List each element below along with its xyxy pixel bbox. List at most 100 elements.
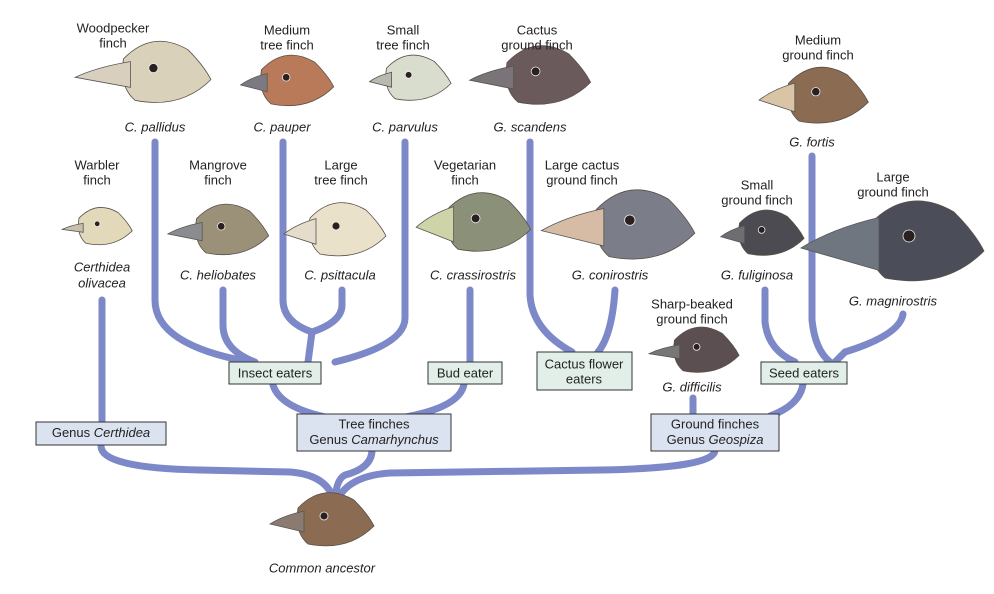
group-box [760,361,848,385]
bird-head [385,54,452,101]
bird-beak [73,61,131,88]
common-name: ground finch [782,47,854,62]
finch-bird [758,66,869,124]
species-name: G. fuliginosa [721,267,793,282]
genus-label: Genus Geospiza [667,432,764,447]
group-box [228,361,322,385]
bird-beak [540,208,605,247]
common-name: Large [324,157,357,172]
genus-prefix: Genus [52,425,91,440]
species-name: C. parvulus [372,119,438,134]
genus-box [35,421,167,446]
finch-bird [647,326,740,373]
bird-eye [530,66,541,77]
bird-beak [60,222,84,233]
species-name: G. magnirostris [849,293,938,308]
common-name: Small [741,177,774,192]
group-label: Seed eaters [769,365,840,380]
species-name: G. fortis [789,134,835,149]
species-name: C. psittacula [304,267,376,282]
species-name: G. conirostris [572,267,649,282]
bird-head [594,189,696,260]
bird-beak [368,71,392,88]
genus-prefix: Genus [667,432,706,447]
group-box [427,361,503,385]
genus-box [296,413,452,452]
species-name: Certhidea [74,259,130,274]
branch [396,380,468,422]
bird-eye [319,511,329,521]
birds [60,40,985,547]
bird-head [122,40,212,103]
genus-name: Camarhynchus [351,432,439,447]
bird-head [77,207,133,246]
species-name: Common ancestor [269,560,376,575]
finch-bird [60,207,133,246]
group-box [536,351,633,391]
branch [831,310,907,366]
species-name: C. heliobates [180,267,256,282]
common-name: Mangrove [189,157,247,172]
bird-beak [647,344,680,360]
bird-beak [415,206,454,243]
groups: Insect eaters Bud eater Cactus flower ea… [35,351,848,452]
group-label: Bud eater [437,365,494,380]
branch [331,446,719,509]
branch [151,138,254,366]
bird-beak [719,225,745,245]
species-name: olivacea [78,275,126,290]
bird-head [673,326,740,373]
common-name: tree finch [376,37,429,52]
bird-beak [758,82,796,113]
finch-bird [166,203,270,256]
species-name: G. difficilis [662,379,722,394]
common-name: ground finch [656,311,728,326]
bird-eye [902,229,916,243]
bird-head [738,209,805,256]
genus-box [650,413,780,452]
finch-bird [268,492,375,547]
finch-bird [719,209,805,256]
bird-head [296,492,375,547]
genus-label: Genus Certhidea [52,425,150,440]
branch [331,138,409,366]
branch [761,286,799,366]
group-label: Ground finches [671,416,760,431]
branch [526,138,576,356]
branch [219,286,259,366]
branches [97,138,907,509]
common-name: ground finch [857,184,929,199]
branch [766,380,807,420]
group-label: Tree finches [338,416,410,431]
bird-eye [757,226,766,234]
finch-bird [239,54,335,107]
common-name: Woodpecker [77,20,150,35]
common-name: Vegetarian [434,157,496,172]
group-label: eaters [566,371,603,386]
bird-beak [239,72,268,93]
branch [269,381,334,422]
genus-prefix: Genus [309,432,348,447]
bird-head [195,203,270,256]
group-label: Cactus flower [545,356,624,371]
branch [808,152,834,366]
bird-head [505,45,592,105]
finch-bird [415,192,532,252]
species-name: G. scandens [494,119,567,134]
common-name: tree finch [314,172,367,187]
group-label: Insect eaters [238,365,313,380]
branch [97,442,339,509]
bird-head [868,200,985,282]
finch-bird [468,45,592,105]
common-name: Warbler [74,157,120,172]
bird-eye [282,73,291,82]
common-name: Large [876,169,909,184]
common-name: finch [204,172,231,187]
branch [304,286,346,366]
genus-name: Geospiza [709,432,764,447]
common-name: finch [451,172,478,187]
bird-beak [268,510,305,533]
finch-bird [800,200,985,282]
